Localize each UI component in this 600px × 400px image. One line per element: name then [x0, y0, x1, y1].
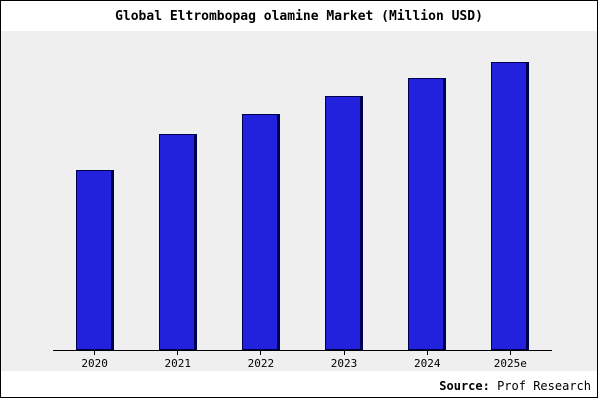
axis-tick [260, 351, 262, 355]
x-labels: 2020 2021 2022 2023 2024 2025e [53, 351, 552, 370]
x-tick-label-2025e: 2025e [491, 351, 529, 370]
title-row: Global Eltrombopag olamine Market (Milli… [1, 1, 597, 31]
bar-slot [75, 35, 114, 350]
x-tick-label-2023: 2023 [325, 351, 363, 370]
x-tick-label-2021: 2021 [159, 351, 197, 370]
bar-slot [158, 35, 197, 350]
axis-tick [426, 351, 428, 355]
bar-slot [408, 35, 447, 350]
bar-2025e [491, 62, 530, 350]
bar-2024 [408, 78, 447, 350]
axis-tick [94, 351, 96, 355]
source-label: Source: [439, 379, 490, 393]
x-tick-label-2020: 2020 [76, 351, 114, 370]
bar-2022 [241, 114, 280, 350]
x-tick-label-2024: 2024 [408, 351, 446, 370]
bar-2021 [158, 134, 197, 350]
bar-2023 [325, 96, 364, 350]
plot-area: 2020 2021 2022 2023 2024 2025e [1, 31, 597, 371]
axis-tick [177, 351, 179, 355]
x-tick-text: 2024 [413, 357, 441, 370]
bar-slot [325, 35, 364, 350]
axis-tick [509, 351, 511, 355]
x-tick-text: 2023 [330, 357, 358, 370]
source-attribution: Source: Prof Research [439, 379, 591, 393]
x-tick-text: 2025e [493, 357, 527, 370]
bar-slot [491, 35, 530, 350]
x-tick-text: 2021 [164, 357, 191, 370]
bars-area [53, 35, 552, 351]
x-tick-text: 2020 [81, 357, 108, 370]
bar-slot [241, 35, 280, 350]
bar-2020 [75, 170, 114, 350]
chart-title: Global Eltrombopag olamine Market (Milli… [115, 8, 483, 24]
axis-tick [343, 351, 345, 355]
source-value: Prof Research [489, 379, 591, 393]
x-tick-text: 2022 [247, 357, 275, 370]
x-tick-label-2022: 2022 [242, 351, 280, 370]
